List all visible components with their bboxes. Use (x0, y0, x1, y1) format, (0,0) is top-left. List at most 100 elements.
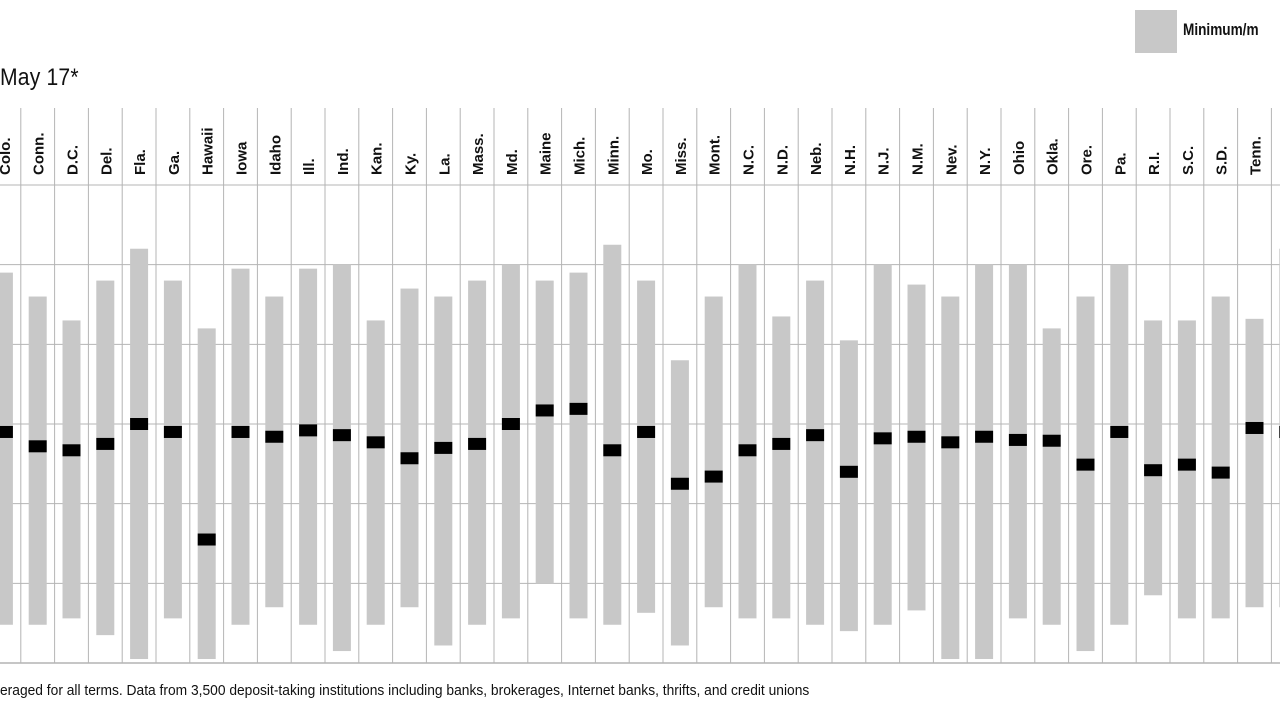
state-label: Ore. (1079, 145, 1096, 175)
state-label: Colo. (0, 138, 14, 176)
average-marker (163, 425, 182, 438)
state-label: S.C. (1180, 146, 1197, 175)
range-bar (941, 296, 960, 660)
average-marker (231, 425, 250, 438)
average-marker (265, 430, 284, 443)
range-bar (839, 340, 858, 632)
average-marker (941, 436, 960, 449)
average-marker (1076, 458, 1095, 471)
average-marker (670, 477, 689, 490)
average-marker (873, 432, 892, 445)
state-label: Fla. (132, 149, 149, 175)
range-bar (163, 280, 182, 619)
range-bar (1211, 296, 1230, 619)
legend-label: Minimum/m (1183, 20, 1259, 39)
chart-title: May 17* (0, 64, 79, 91)
range-bar (772, 316, 791, 619)
range-bar (704, 296, 723, 608)
range-bar (1245, 318, 1264, 608)
state-label: Minn. (605, 136, 622, 175)
state-label: N.H. (842, 145, 859, 175)
average-marker (1008, 433, 1027, 446)
state-label: Ga. (166, 151, 183, 175)
state-label: Hawaii (200, 127, 217, 175)
range-bar (569, 272, 588, 619)
state-label: R.I. (1146, 152, 1163, 175)
average-marker (975, 430, 994, 443)
state-label: Kan. (369, 142, 386, 175)
range-bar (1042, 328, 1061, 625)
average-marker (839, 465, 858, 478)
range-bar (603, 244, 622, 625)
state-label: Tenn. (1248, 136, 1265, 175)
state-label: Ill. (301, 158, 318, 175)
average-marker (569, 402, 588, 415)
range-bar (62, 320, 81, 619)
range-bar (28, 296, 47, 625)
range-bar (535, 280, 554, 584)
average-marker (197, 533, 216, 546)
average-marker (1177, 458, 1196, 471)
average-marker (1245, 421, 1264, 434)
state-label: N.C. (741, 145, 758, 175)
average-marker (772, 437, 791, 450)
state-label: Okla. (1045, 138, 1062, 175)
average-marker (637, 425, 656, 438)
range-bar (231, 268, 250, 625)
state-label: Del. (98, 147, 115, 175)
state-label: N.J. (876, 147, 893, 175)
average-marker (96, 437, 115, 450)
range-bar (907, 284, 926, 611)
average-marker (0, 425, 13, 438)
state-label: Ind. (335, 148, 352, 175)
average-marker (535, 404, 554, 417)
range-bar (975, 264, 994, 660)
range-bar (670, 360, 689, 646)
average-marker (299, 424, 318, 437)
state-label: Mich. (572, 137, 589, 175)
state-label: Ky. (403, 153, 420, 175)
average-marker (1144, 464, 1163, 477)
average-marker (468, 437, 487, 450)
range-bar (299, 268, 318, 625)
state-label: Mass. (470, 133, 487, 175)
average-marker (130, 418, 149, 430)
range-bar (806, 280, 825, 625)
range-bar (468, 280, 487, 625)
average-marker (907, 430, 926, 443)
average-marker (1042, 434, 1061, 447)
range-bar (0, 272, 13, 625)
range-bar (332, 264, 351, 652)
state-label: Md. (504, 149, 521, 175)
state-label: Mo. (639, 149, 656, 175)
average-marker (603, 444, 622, 457)
range-bar (400, 288, 419, 608)
state-label: Idaho (267, 135, 284, 175)
state-label: N.M. (910, 143, 927, 175)
state-label: Nev. (943, 144, 960, 175)
average-marker (434, 441, 453, 454)
average-marker (1211, 466, 1230, 479)
state-label: Mont. (707, 135, 724, 175)
range-bar (130, 248, 149, 660)
average-marker (332, 429, 351, 442)
average-marker (738, 444, 757, 457)
state-label: Pa. (1112, 152, 1129, 175)
range-bar (501, 264, 520, 619)
state-label: Ohio (1011, 141, 1028, 175)
state-label: N.Y. (977, 147, 994, 175)
legend-swatch (1135, 10, 1177, 53)
average-marker (28, 440, 47, 453)
state-label: Conn. (31, 133, 48, 176)
range-bar (738, 264, 757, 619)
average-marker (366, 436, 385, 449)
range-bar (197, 328, 216, 660)
state-label: Maine (538, 132, 555, 175)
range-bar (434, 296, 453, 646)
state-label: Miss. (673, 137, 690, 175)
range-bar (637, 280, 656, 613)
range-bar (1110, 264, 1129, 625)
state-label: Neb. (808, 142, 825, 175)
average-marker (1110, 425, 1129, 438)
